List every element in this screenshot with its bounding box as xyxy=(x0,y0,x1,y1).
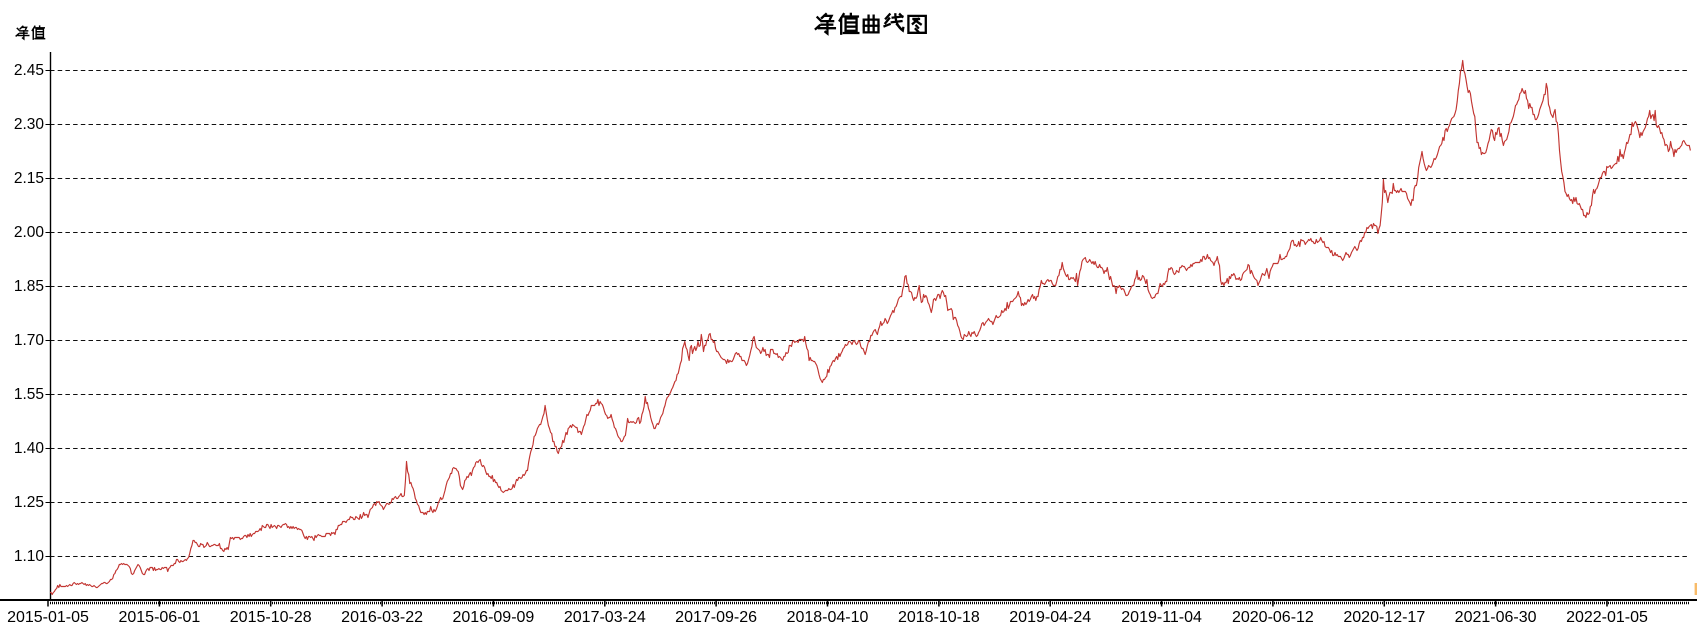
svg-text:2016-03-22: 2016-03-22 xyxy=(341,609,423,626)
svg-text:1.10: 1.10 xyxy=(14,548,45,565)
svg-text:2.30: 2.30 xyxy=(14,116,45,133)
svg-text:2.15: 2.15 xyxy=(14,170,44,187)
svg-text:1.25: 1.25 xyxy=(14,494,44,511)
svg-text:2015-01-05: 2015-01-05 xyxy=(7,609,89,626)
svg-text:2018-04-10: 2018-04-10 xyxy=(787,609,869,626)
svg-text:2.00: 2.00 xyxy=(14,224,45,241)
svg-text:2019-11-04: 2019-11-04 xyxy=(1121,609,1202,626)
svg-text:2016-09-09: 2016-09-09 xyxy=(452,609,534,626)
svg-text:2017-03-24: 2017-03-24 xyxy=(564,609,646,626)
svg-text:2015-10-28: 2015-10-28 xyxy=(230,609,312,626)
svg-text:2018-10-18: 2018-10-18 xyxy=(898,609,980,626)
svg-text:2020-12-17: 2020-12-17 xyxy=(1343,609,1425,626)
svg-text:2.45: 2.45 xyxy=(14,62,44,79)
svg-text:2015-06-01: 2015-06-01 xyxy=(118,609,200,626)
svg-text:2020-06-12: 2020-06-12 xyxy=(1232,609,1314,626)
svg-text:1.70: 1.70 xyxy=(14,332,45,349)
svg-text:1.55: 1.55 xyxy=(14,386,44,403)
svg-text:2021-06-30: 2021-06-30 xyxy=(1455,609,1537,626)
svg-text:2017-09-26: 2017-09-26 xyxy=(675,609,757,626)
svg-text:1.85: 1.85 xyxy=(14,278,44,295)
svg-text:1.40: 1.40 xyxy=(14,440,45,457)
svg-text:2022-01-05: 2022-01-05 xyxy=(1566,609,1648,626)
svg-text:2019-04-24: 2019-04-24 xyxy=(1009,609,1091,626)
